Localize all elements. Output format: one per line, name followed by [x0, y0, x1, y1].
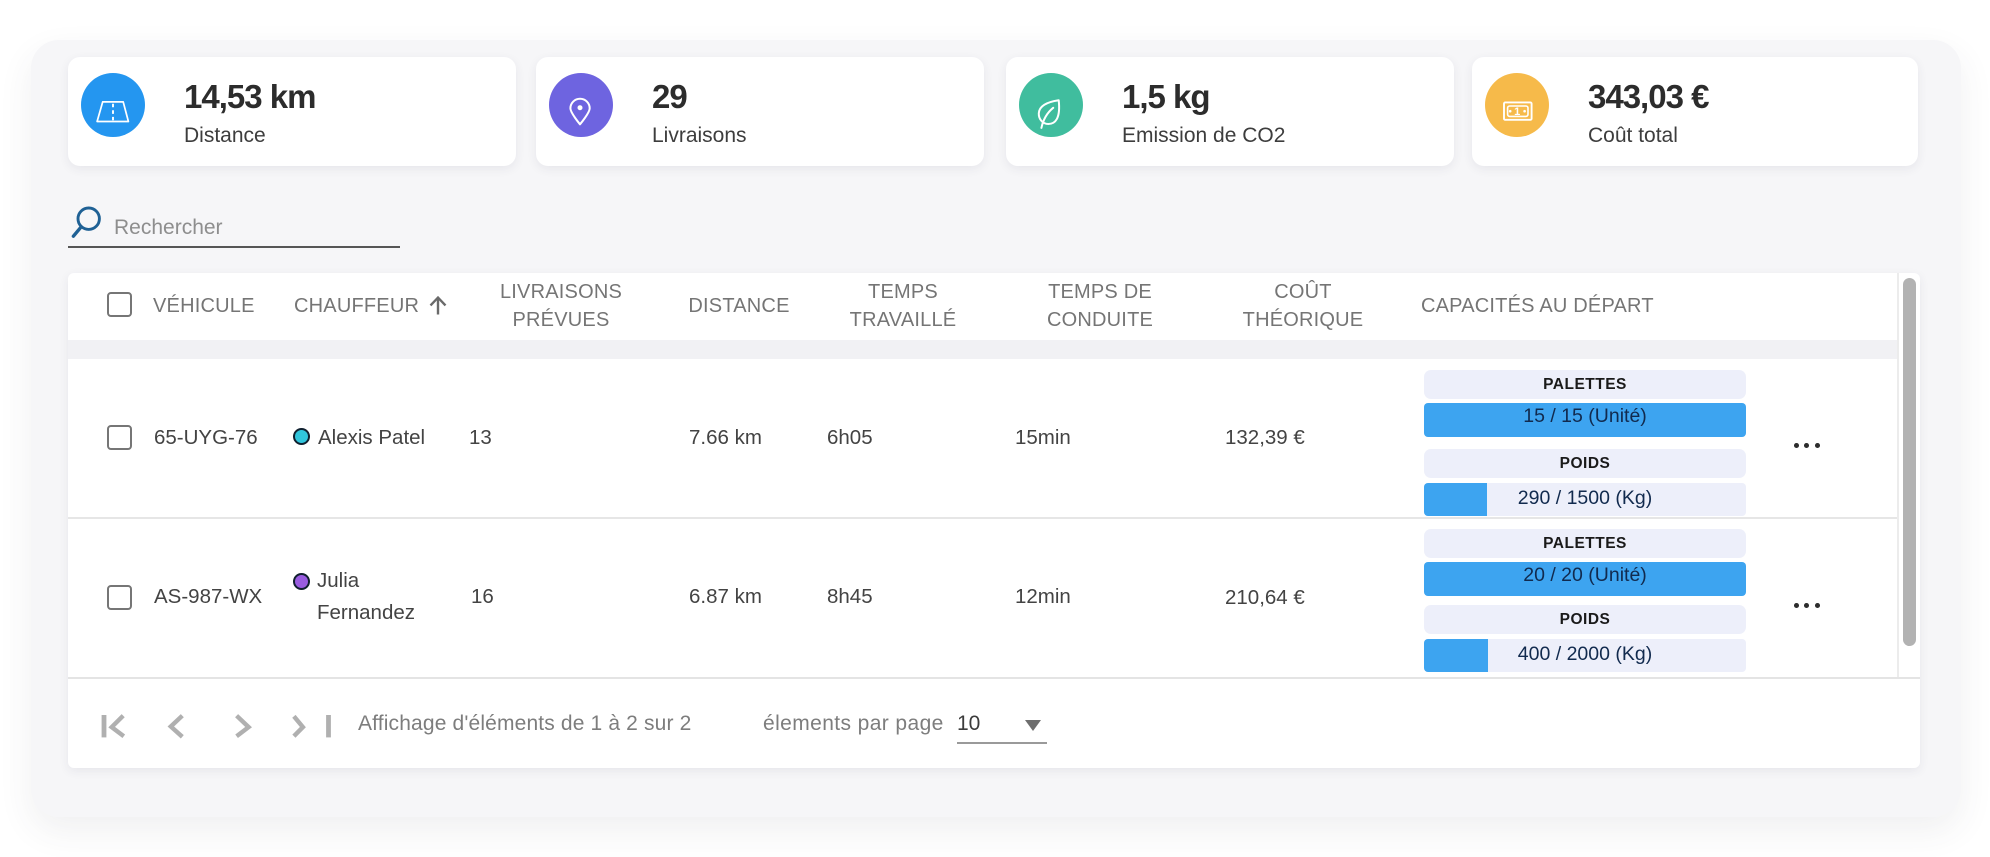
- svg-text:1: 1: [1514, 106, 1520, 118]
